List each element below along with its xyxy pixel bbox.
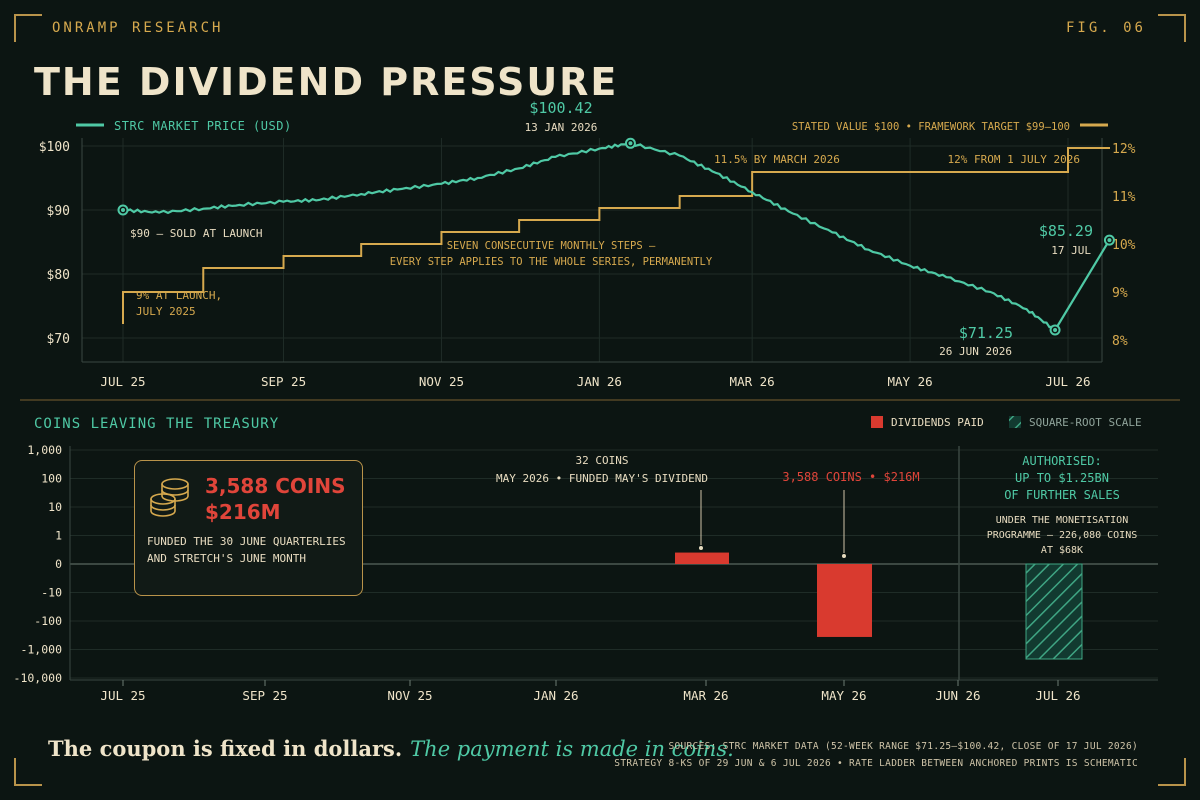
month-tick-label: NOV 25 <box>387 688 432 703</box>
rate-tick-label: 11% <box>1112 190 1136 205</box>
bar-may-2026 <box>675 552 729 564</box>
legend-price-label: STRC MARKET PRICE (USD) <box>114 119 292 133</box>
count-tick-label: 1 <box>55 529 62 543</box>
figure-number: FIG. 06 <box>1065 20 1146 36</box>
coins-callout: 3,588 COINS $216M FUNDED THE 30 JUNE QUA… <box>134 460 363 596</box>
rate-tick-label: 8% <box>1112 334 1128 349</box>
rate-tick-label: 10% <box>1112 238 1136 253</box>
authorised-line-2: UP TO $1.25BN <box>1015 471 1109 485</box>
programme-line-3: AT $68K <box>1041 545 1083 556</box>
date-tick-label: JUL 26 <box>1045 374 1090 389</box>
june-note-dot <box>842 554 846 558</box>
rate-tick-label: 9% <box>1112 286 1128 301</box>
page-title: THE DIVIDEND PRESSURE <box>34 60 619 104</box>
launch-rate-label-2: JULY 2025 <box>136 305 196 318</box>
count-tick-label: -100 <box>34 614 62 628</box>
count-tick-label: -1,000 <box>20 643 62 657</box>
month-tick-label: JAN 26 <box>533 688 578 703</box>
price-tick-label: $80 <box>47 268 70 283</box>
low-value-label: $71.25 <box>959 324 1013 342</box>
price-tick-label: $90 <box>47 204 70 219</box>
date-tick-label: MAY 26 <box>887 374 932 389</box>
legend-scale-label: SQUARE-ROOT SCALE <box>1029 416 1142 429</box>
date-tick-label: JUL 25 <box>100 374 145 389</box>
may-note-line-1: 32 COINS <box>576 454 629 467</box>
authorised-line-3: OF FURTHER SALES <box>1004 488 1120 502</box>
june-note: 3,588 COINS • $216M <box>782 470 919 484</box>
programme-line-1: UNDER THE MONETISATION <box>996 515 1128 526</box>
legend-scale-swatch <box>1009 416 1021 428</box>
launch-price-point-core <box>121 208 125 212</box>
month-tick-label: JUN 26 <box>935 688 980 703</box>
count-tick-label: 0 <box>55 557 62 571</box>
launch-price-label: $90 – SOLD AT LAUNCH <box>130 227 262 240</box>
count-tick-label: -10,000 <box>14 671 63 685</box>
callout-desc-line-1: FUNDED THE 30 JUNE QUARTERLIES <box>147 535 346 548</box>
tagline-dollars: The coupon is fixed in dollars. <box>48 736 403 761</box>
date-tick-label: SEP 25 <box>261 374 306 389</box>
peak-date-label: 13 JAN 2026 <box>525 121 598 134</box>
bar-jun-2026 <box>817 564 872 637</box>
programme-line-2: PROGRAMME – 226,080 COINS <box>987 530 1138 541</box>
sources-note: SOURCES: STRC MARKET DATA (52-WEEK RANGE… <box>614 738 1138 772</box>
authorised-line-1: AUTHORISED: <box>1022 454 1101 468</box>
last-price-point-core <box>1107 238 1112 243</box>
peak-value-label: $100.42 <box>529 99 592 117</box>
legend-rate-label: STATED VALUE $100 • FRAMEWORK TARGET $99… <box>792 121 1070 133</box>
sources-line-1: SOURCES: STRC MARKET DATA (52-WEEK RANGE… <box>668 741 1138 752</box>
callout-dollars: $216M <box>205 500 281 524</box>
count-tick-label: 100 <box>41 472 62 486</box>
corner-frame-top-left <box>14 14 42 42</box>
corner-frame-top-right <box>1158 14 1186 42</box>
last-value-label: $85.29 <box>1039 222 1093 240</box>
peak-price-point-core <box>628 141 633 146</box>
date-tick-label: MAR 26 <box>730 374 775 389</box>
callout-coins: 3,588 COINS <box>205 474 346 498</box>
price-tick-label: $100 <box>39 140 70 155</box>
date-tick-label: JAN 26 <box>577 374 622 389</box>
price-tick-label: $70 <box>47 332 70 347</box>
price-line <box>122 142 1111 332</box>
may-note-dot <box>699 546 703 550</box>
month-tick-label: MAR 26 <box>683 688 728 703</box>
rate-tick-label: 12% <box>1112 142 1136 157</box>
rate-ladder-line <box>122 147 1110 324</box>
tagline-coins: The payment is made in coins. <box>410 737 734 761</box>
steps-note-1: SEVEN CONSECUTIVE MONTHLY STEPS – <box>447 240 656 252</box>
legend-dividends-swatch <box>871 416 883 428</box>
treasury-heading: COINS LEAVING THE TREASURY <box>34 416 279 432</box>
date-tick-label: NOV 25 <box>419 374 464 389</box>
coins-stack-icon <box>147 475 193 523</box>
month-tick-label: JUL 25 <box>100 688 145 703</box>
low-price-point-core <box>1053 328 1058 332</box>
sources-line-2: STRATEGY 8-KS OF 29 JUN & 6 JUL 2026 • R… <box>614 758 1138 769</box>
july-rate-label: 12% FROM 1 JULY 2026 <box>948 153 1080 166</box>
callout-desc-line-2: AND STRETCH'S JUNE MONTH <box>147 552 306 565</box>
tagline: The coupon is fixed in dollars. The payme… <box>48 736 734 761</box>
brand-label: ONRAMP RESEARCH <box>52 20 224 36</box>
may-note-line-2: MAY 2026 • FUNDED MAY'S DIVIDEND <box>496 472 708 485</box>
corner-frame-bottom-right <box>1158 758 1186 786</box>
march-rate-label: 11.5% BY MARCH 2026 <box>714 153 840 166</box>
launch-rate-label-1: 9% AT LAUNCH, <box>136 289 222 302</box>
callout-description: FUNDED THE 30 JUNE QUARTERLIES AND STRET… <box>147 533 346 567</box>
last-date-label: 17 JUL <box>1051 244 1091 257</box>
corner-frame-bottom-left <box>14 758 42 786</box>
count-tick-label: 1,000 <box>27 443 62 457</box>
bar-authorised-july <box>1025 563 1083 660</box>
month-tick-label: SEP 25 <box>242 688 287 703</box>
legend-dividends-label: DIVIDENDS PAID <box>891 416 984 429</box>
month-tick-label: MAY 26 <box>821 688 866 703</box>
callout-figures: 3,588 COINS $216M <box>205 473 346 525</box>
low-date-label: 26 JUN 2026 <box>939 345 1012 358</box>
count-tick-label: -10 <box>41 586 62 600</box>
count-tick-label: 10 <box>48 500 62 514</box>
month-tick-label: JUL 26 <box>1035 688 1080 703</box>
steps-note-2: EVERY STEP APPLIES TO THE WHOLE SERIES, … <box>390 256 713 268</box>
